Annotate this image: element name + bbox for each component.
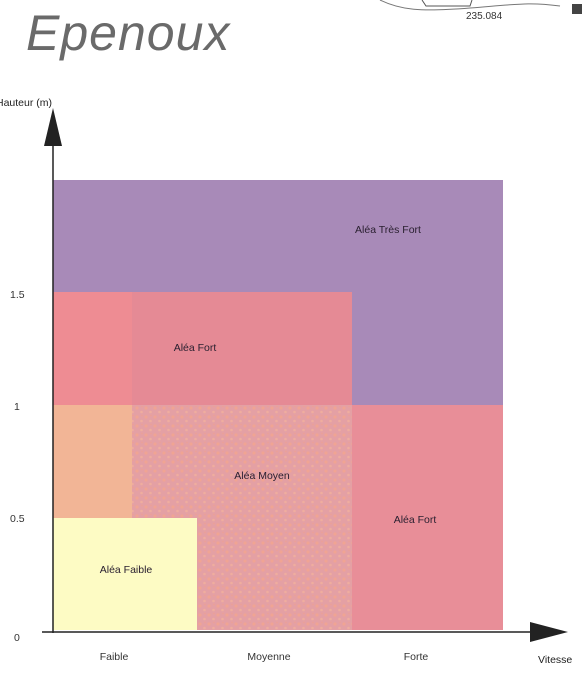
x-axis-title: Vitesse [538, 654, 572, 666]
y-tick-0: 0 [14, 632, 20, 644]
y-tick-1: 1 [14, 401, 20, 413]
label-faible: Aléa Faible [100, 564, 153, 576]
page-title: Epenoux [26, 5, 231, 61]
zone-fort-left-strip [53, 292, 132, 405]
x-tick-forte: Forte [404, 651, 429, 663]
label-tres-fort: Aléa Très Fort [355, 224, 421, 236]
y-axis-title: Hauteur (m) [0, 97, 52, 109]
y-axis-arrow [44, 108, 62, 146]
x-axis-arrow [530, 622, 568, 642]
y-tick-05: 0.5 [10, 513, 25, 525]
zone-moyen-left-strip [53, 405, 132, 518]
zone-fort-right [352, 405, 503, 630]
map-fragment-illustration [379, 0, 582, 14]
y-tick-15: 1.5 [10, 289, 25, 301]
label-fort-left: Aléa Fort [174, 342, 217, 354]
x-tick-moyenne: Moyenne [247, 651, 290, 663]
zone-faible [53, 518, 197, 630]
label-fort-right: Aléa Fort [394, 514, 437, 526]
label-moyen: Aléa Moyen [234, 470, 290, 482]
map-reference-label: 235.084 [466, 11, 503, 22]
x-tick-faible: Faible [100, 651, 129, 663]
